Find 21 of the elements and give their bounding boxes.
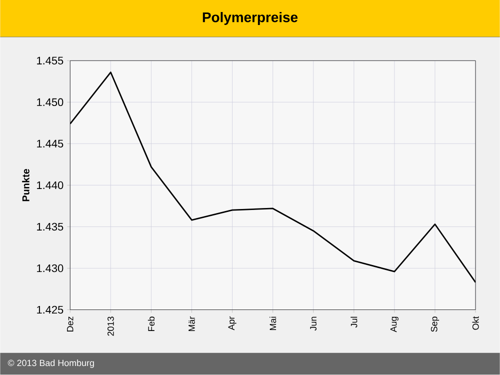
y-tick-label: 1.430 <box>37 264 64 272</box>
y-tick-label: 1.450 <box>37 98 64 106</box>
x-tick-label: Mai <box>270 317 276 330</box>
chart-title: Polymerpreise <box>202 12 298 26</box>
x-tick-label: Mär <box>188 316 195 332</box>
x-tick-label: Sep <box>430 316 440 332</box>
y-tick-label: 1.435 <box>37 222 64 231</box>
y-axis-title: Punkte <box>22 169 30 202</box>
x-tick-label: Aug <box>390 316 398 332</box>
x-tick-label: Jun <box>310 316 317 331</box>
x-tick-label: 2013 <box>108 316 114 336</box>
y-tick-label: 1.440 <box>37 181 64 190</box>
y-tick-label: 1.425 <box>37 306 64 314</box>
x-tick-label: Apr <box>228 316 236 330</box>
x-tick-label: Jul <box>350 317 358 328</box>
x-tick-label: Feb <box>148 316 155 332</box>
x-tick-label: Dez <box>67 316 74 332</box>
y-tick-label: 1.455 <box>37 56 64 65</box>
x-tick-label: Okt <box>472 316 479 330</box>
y-tick-label: 1.445 <box>37 140 64 148</box>
text: © 2013 Bad Homburg <box>8 360 94 368</box>
